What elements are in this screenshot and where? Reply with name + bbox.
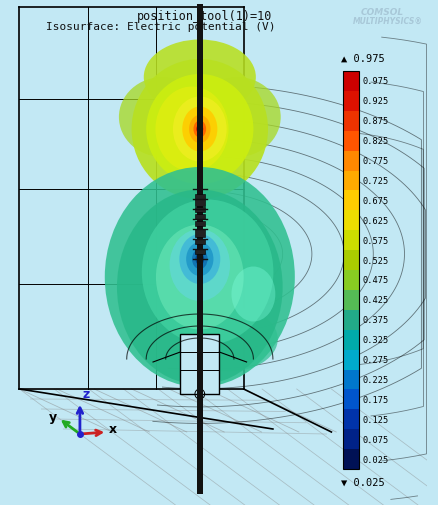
Bar xyxy=(343,410,359,429)
Bar xyxy=(195,222,205,227)
Text: 0.625: 0.625 xyxy=(363,216,389,225)
Text: 0.925: 0.925 xyxy=(363,97,389,106)
Bar xyxy=(343,330,359,350)
Text: 0.725: 0.725 xyxy=(363,177,389,185)
Ellipse shape xyxy=(146,75,254,185)
Text: 0.675: 0.675 xyxy=(363,196,389,206)
Text: y: y xyxy=(49,410,57,423)
Ellipse shape xyxy=(231,267,276,322)
Ellipse shape xyxy=(105,168,295,387)
Text: ▼ 0.025: ▼ 0.025 xyxy=(341,477,385,487)
Text: 0.125: 0.125 xyxy=(363,415,389,424)
Text: 0.375: 0.375 xyxy=(363,316,389,325)
Ellipse shape xyxy=(117,190,283,385)
Bar xyxy=(195,215,205,220)
Bar xyxy=(195,194,205,207)
Text: 0.075: 0.075 xyxy=(363,435,389,444)
Ellipse shape xyxy=(196,125,203,135)
Text: 0.875: 0.875 xyxy=(363,117,389,126)
Text: z: z xyxy=(83,387,90,400)
Ellipse shape xyxy=(182,107,217,152)
Bar xyxy=(343,350,359,370)
Bar xyxy=(343,429,359,449)
Ellipse shape xyxy=(156,225,244,330)
Bar xyxy=(343,370,359,390)
Bar xyxy=(195,249,205,255)
Text: ▲ 0.975: ▲ 0.975 xyxy=(341,54,385,64)
Ellipse shape xyxy=(173,97,226,162)
Bar xyxy=(197,5,203,494)
Ellipse shape xyxy=(195,254,204,266)
Text: 0.425: 0.425 xyxy=(363,296,389,305)
Bar xyxy=(195,230,205,237)
Text: 0.975: 0.975 xyxy=(363,77,389,86)
Bar xyxy=(343,72,359,92)
Bar xyxy=(343,290,359,310)
Ellipse shape xyxy=(186,242,213,276)
Text: 0.775: 0.775 xyxy=(363,157,389,166)
Bar xyxy=(343,191,359,211)
Ellipse shape xyxy=(144,40,256,115)
Text: 0.225: 0.225 xyxy=(363,375,389,384)
Text: Isosurface: Electric potential (V): Isosurface: Electric potential (V) xyxy=(46,22,276,32)
Ellipse shape xyxy=(131,60,268,199)
Text: 0.525: 0.525 xyxy=(363,256,389,265)
Bar xyxy=(195,208,205,213)
Ellipse shape xyxy=(142,200,273,345)
Ellipse shape xyxy=(193,78,281,158)
Ellipse shape xyxy=(180,307,278,372)
Ellipse shape xyxy=(155,87,229,172)
Text: 0.275: 0.275 xyxy=(363,356,389,364)
Bar xyxy=(343,72,359,469)
Text: 0.825: 0.825 xyxy=(363,137,389,146)
Bar xyxy=(343,112,359,131)
Bar xyxy=(180,334,219,394)
Bar xyxy=(343,92,359,112)
Bar xyxy=(343,171,359,191)
Bar xyxy=(343,449,359,469)
Ellipse shape xyxy=(119,78,207,158)
Text: 0.175: 0.175 xyxy=(363,395,389,404)
Ellipse shape xyxy=(192,249,208,270)
Text: x: x xyxy=(109,423,117,436)
Bar xyxy=(343,250,359,271)
Bar xyxy=(343,390,359,410)
Text: MULTIPHYSICS®: MULTIPHYSICS® xyxy=(353,17,423,26)
Ellipse shape xyxy=(170,230,230,301)
Ellipse shape xyxy=(189,116,211,144)
Bar xyxy=(343,211,359,231)
Bar xyxy=(343,271,359,290)
Text: 0.025: 0.025 xyxy=(363,454,389,464)
Text: position_tool(1)=10: position_tool(1)=10 xyxy=(137,10,272,23)
Text: COMSOL: COMSOL xyxy=(360,8,404,17)
Text: 0.325: 0.325 xyxy=(363,335,389,344)
Ellipse shape xyxy=(179,234,220,284)
Bar xyxy=(343,131,359,152)
Ellipse shape xyxy=(194,121,206,138)
Bar xyxy=(343,152,359,171)
Bar xyxy=(343,231,359,250)
Text: 0.475: 0.475 xyxy=(363,276,389,285)
Bar xyxy=(343,310,359,330)
Text: 0.575: 0.575 xyxy=(363,236,389,245)
Bar xyxy=(195,239,205,244)
